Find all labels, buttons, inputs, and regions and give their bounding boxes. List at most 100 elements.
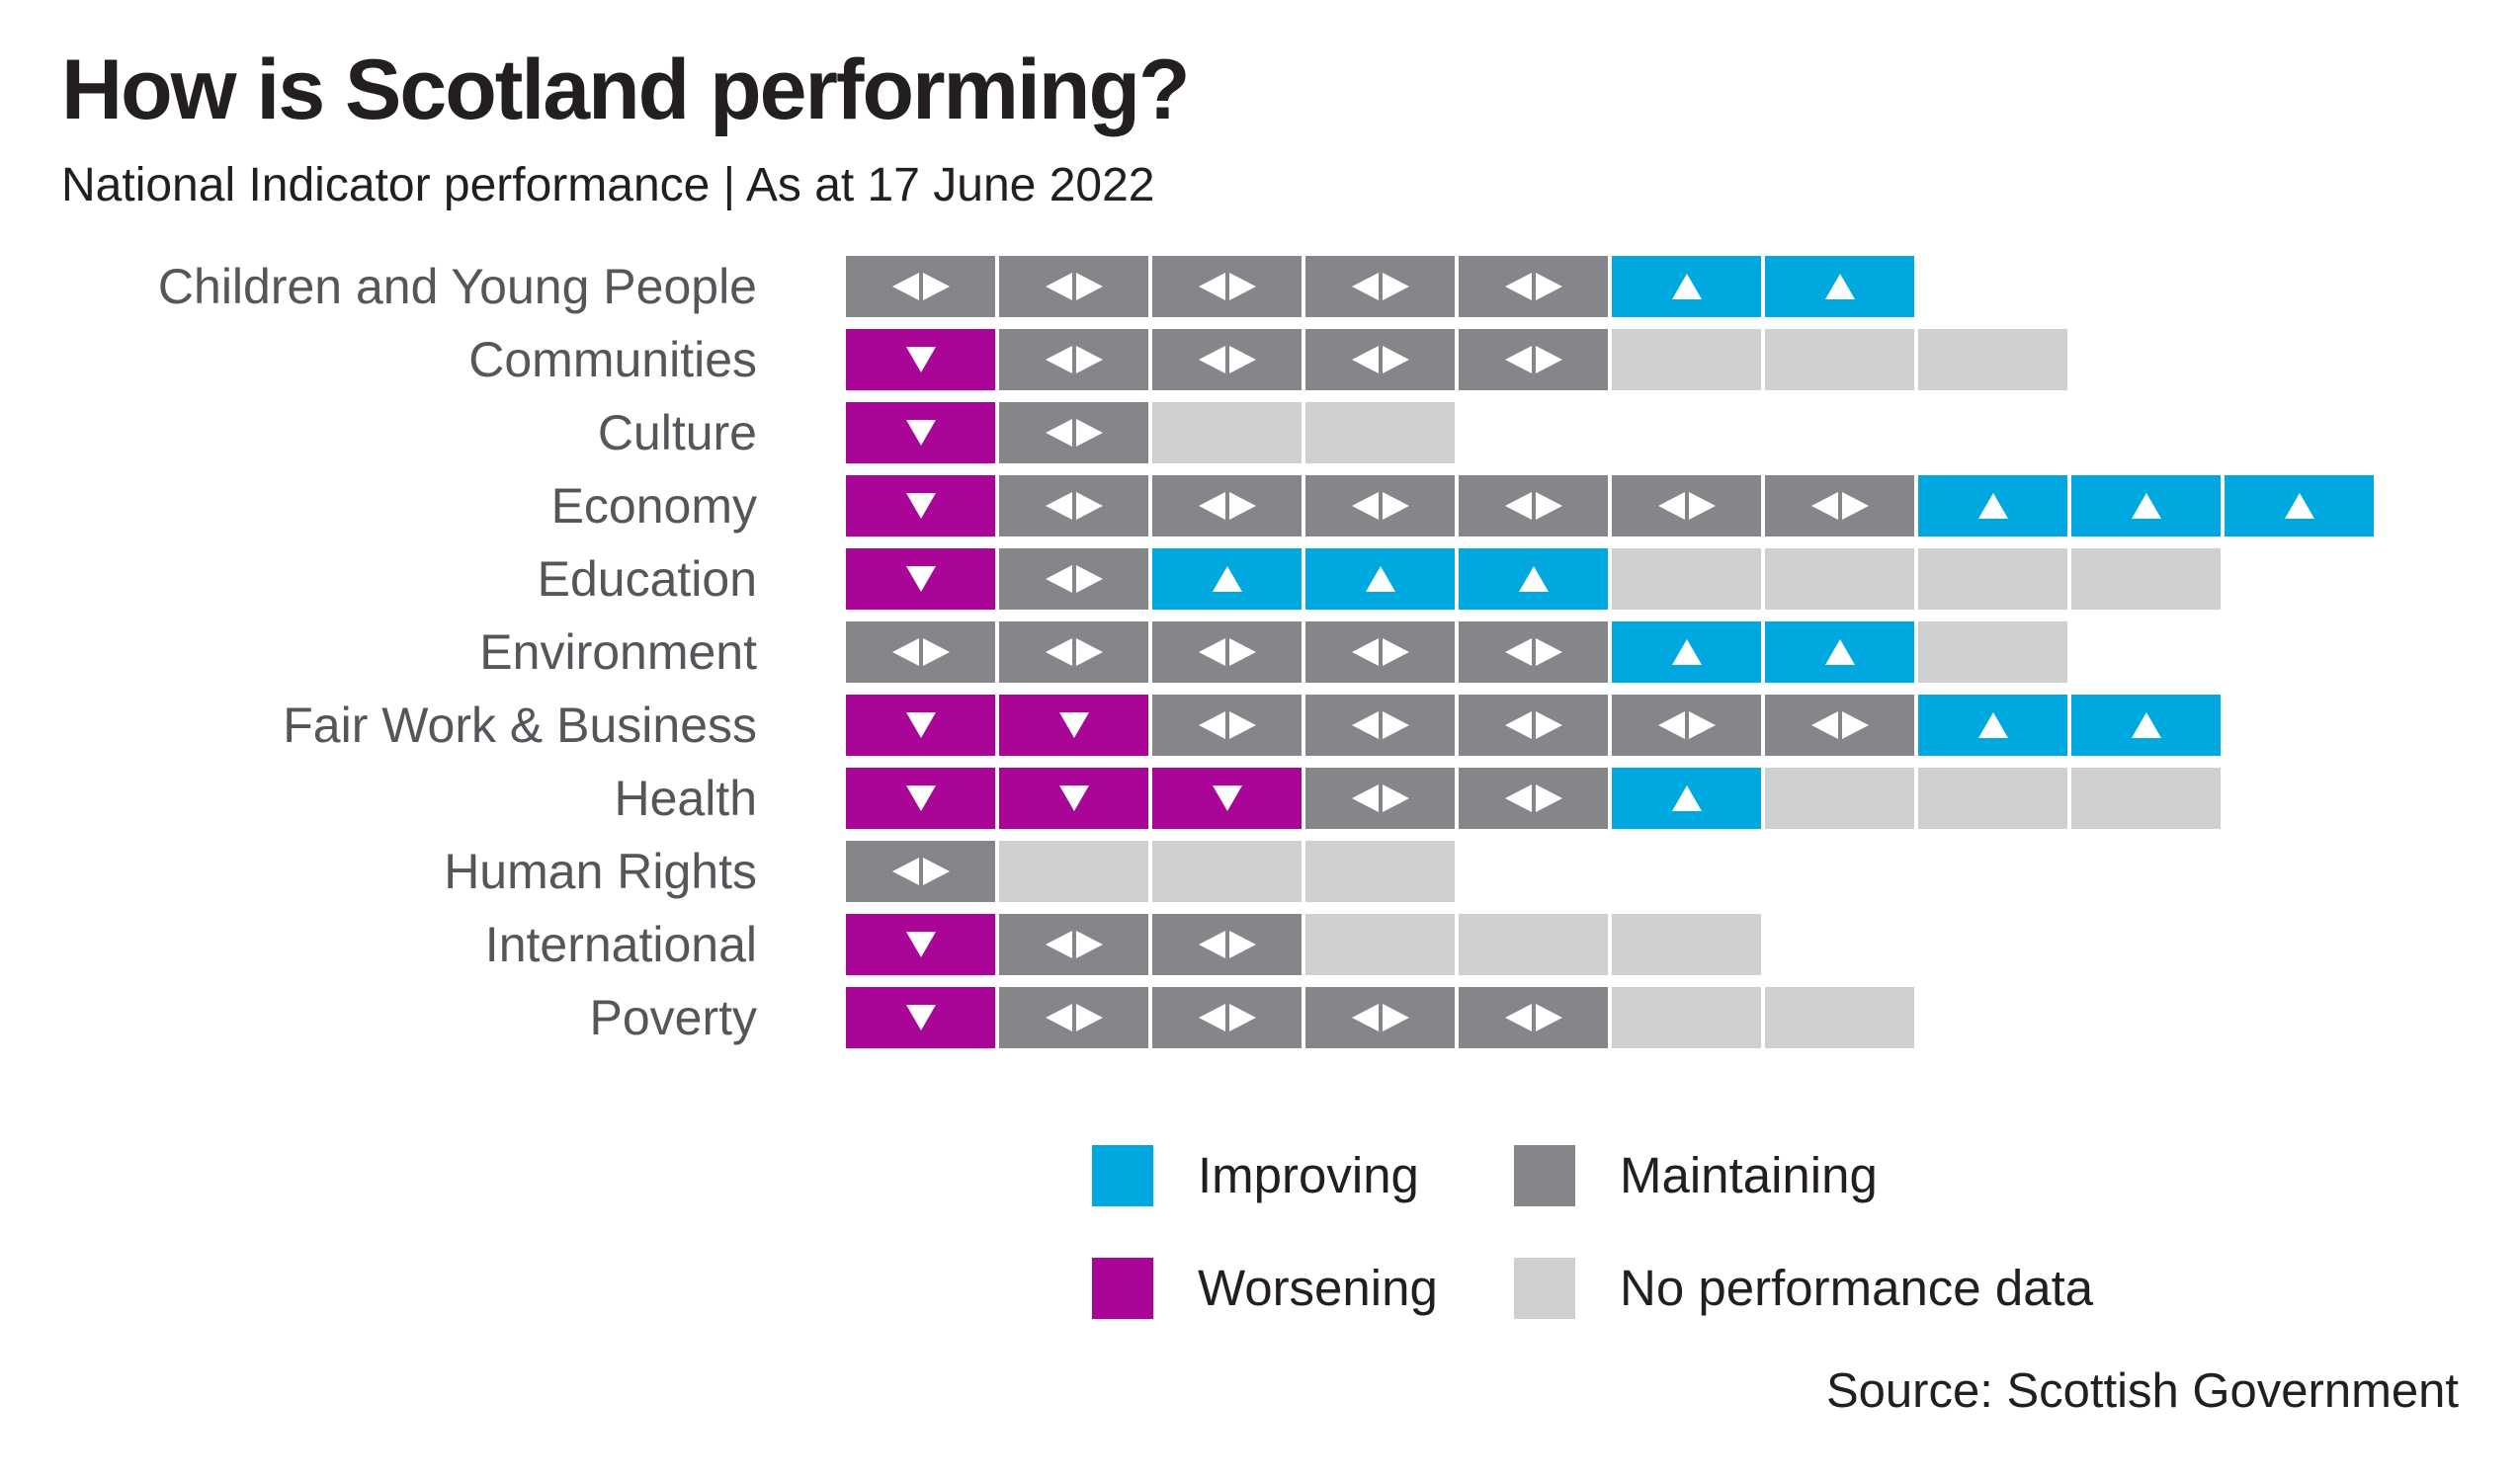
cell-worsening [999,695,1148,756]
cell-maintaining [1305,475,1455,536]
down-triangle-icon [905,566,936,592]
indicator-cells [846,548,2225,610]
cell-maintaining [999,256,1148,317]
cell-nodata [1612,987,1761,1048]
cell-nodata [1918,621,2067,683]
cell-worsening [846,987,995,1048]
legend-item-worsening: Worsening [1092,1258,1514,1319]
indicator-row: Health [0,768,2378,829]
cell-maintaining [846,841,995,902]
cell-maintaining [1459,329,1608,390]
legend-label-improving: Improving [1198,1147,1419,1203]
left-right-arrows-icon [1046,346,1103,373]
left-right-arrows-icon [1505,273,1562,300]
left-right-arrows-icon [1046,565,1103,593]
cell-nodata [1152,841,1302,902]
cell-maintaining [1305,621,1455,683]
indicator-grid: Children and Young People Communities Cult… [0,256,2378,1060]
indicator-cells [846,329,2071,390]
category-label: Education [537,551,757,607]
cell-maintaining [1152,475,1302,536]
left-right-arrows-icon [1046,1004,1103,1031]
cell-nodata [1152,402,1302,463]
down-triangle-icon [905,712,936,738]
nodata-swatch-icon [1514,1258,1575,1319]
cell-nodata [1918,548,2067,610]
cell-maintaining [1152,621,1302,683]
cell-worsening [846,548,995,610]
cell-maintaining [846,621,995,683]
up-triangle-icon [2131,712,2161,738]
left-right-arrows-icon [1046,492,1103,520]
legend-item-nodata: No performance data [1514,1258,2093,1319]
left-right-arrows-icon [1658,492,1716,520]
legend-label-maintaining: Maintaining [1620,1147,1878,1203]
cell-nodata [1765,768,1914,829]
up-triangle-icon [1671,274,1702,299]
chart-subtitle: National Indicator performance | As at 1… [61,159,1155,211]
indicator-row: Fair Work & Business [0,695,2378,756]
cell-improving [1305,548,1455,610]
up-triangle-icon [1671,639,1702,665]
left-right-arrows-icon [1505,346,1562,373]
down-triangle-icon [905,420,936,446]
cell-maintaining [1152,987,1302,1048]
indicator-cells [846,475,2378,536]
cell-maintaining [999,475,1148,536]
left-right-arrows-icon [1199,931,1256,958]
cell-nodata [1765,329,1914,390]
cell-nodata [1305,402,1455,463]
cell-nodata [1305,914,1455,975]
indicator-row: Communities [0,329,2378,390]
left-right-arrows-icon [1505,784,1562,812]
up-triangle-icon [1212,566,1242,592]
left-right-arrows-icon [1199,492,1256,520]
left-right-arrows-icon [1352,492,1409,520]
indicator-cells [846,621,2071,683]
legend: Improving Maintaining Worsening No perfo… [1092,1145,2093,1319]
cell-nodata [1612,548,1761,610]
left-right-arrows-icon [1199,1004,1256,1031]
down-triangle-icon [905,347,936,372]
cell-worsening [846,695,995,756]
cell-worsening [846,475,995,536]
cell-maintaining [1152,695,1302,756]
left-right-arrows-icon [1352,273,1409,300]
cell-nodata [1459,914,1608,975]
cell-worsening [846,402,995,463]
cell-maintaining [1459,768,1608,829]
category-label: Fair Work & Business [283,698,757,753]
indicator-row: Education [0,548,2378,610]
category-label: International [484,917,757,972]
indicator-cells [846,402,1459,463]
category-label: Economy [550,478,757,534]
cell-maintaining [1612,695,1761,756]
cell-improving [1765,621,1914,683]
category-label: Communities [468,332,757,387]
cell-improving [2225,475,2374,536]
cell-maintaining [1305,329,1455,390]
indicator-row: Culture [0,402,2378,463]
indicator-row: Economy [0,475,2378,536]
up-triangle-icon [1824,274,1855,299]
left-right-arrows-icon [892,638,950,666]
cell-improving [1918,475,2067,536]
left-right-arrows-icon [1352,784,1409,812]
cell-worsening [846,768,995,829]
cell-maintaining [1765,695,1914,756]
down-triangle-icon [1058,712,1089,738]
left-right-arrows-icon [1352,638,1409,666]
source-credit: Source: Scottish Government [1825,1364,2459,1418]
down-triangle-icon [905,493,936,519]
left-right-arrows-icon [1352,1004,1409,1031]
cell-nodata [1765,548,1914,610]
cell-nodata [2071,548,2221,610]
up-triangle-icon [2131,493,2161,519]
indicator-row: Poverty [0,987,2378,1048]
indicator-row: Human Rights [0,841,2378,902]
left-right-arrows-icon [1505,711,1562,739]
indicator-cells [846,914,1765,975]
left-right-arrows-icon [1505,1004,1562,1031]
cell-maintaining [999,402,1148,463]
cell-improving [1765,256,1914,317]
